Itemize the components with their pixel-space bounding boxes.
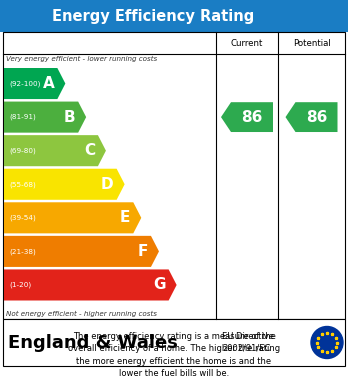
- Text: The energy efficiency rating is a measure of the
overall efficiency of a home. T: The energy efficiency rating is a measur…: [68, 332, 280, 378]
- Polygon shape: [4, 236, 159, 267]
- Polygon shape: [285, 102, 338, 132]
- Polygon shape: [4, 68, 65, 99]
- Circle shape: [311, 326, 343, 359]
- Polygon shape: [4, 102, 86, 133]
- Text: E: E: [120, 210, 130, 225]
- Text: (92-100): (92-100): [9, 80, 40, 87]
- Text: G: G: [153, 278, 166, 292]
- Text: Not energy efficient - higher running costs: Not energy efficient - higher running co…: [6, 311, 157, 317]
- Text: A: A: [42, 76, 54, 91]
- Text: B: B: [64, 109, 75, 125]
- Polygon shape: [221, 102, 273, 132]
- Text: Very energy efficient - lower running costs: Very energy efficient - lower running co…: [6, 56, 157, 62]
- Text: England & Wales: England & Wales: [8, 334, 178, 352]
- Polygon shape: [4, 169, 125, 200]
- Text: (69-80): (69-80): [9, 147, 36, 154]
- Text: (81-91): (81-91): [9, 114, 36, 120]
- Text: Energy Efficiency Rating: Energy Efficiency Rating: [52, 9, 254, 23]
- Text: D: D: [101, 177, 114, 192]
- Text: (1-20): (1-20): [9, 282, 31, 288]
- Text: Potential: Potential: [293, 38, 330, 47]
- Polygon shape: [4, 269, 177, 301]
- Text: 86: 86: [241, 109, 263, 125]
- Bar: [3, 319, 345, 366]
- Text: F: F: [137, 244, 148, 259]
- Text: Current: Current: [231, 38, 263, 47]
- Text: C: C: [84, 143, 95, 158]
- Bar: [3, 32, 345, 319]
- Text: 86: 86: [306, 109, 327, 125]
- Text: EU Directive
2002/91/EC: EU Directive 2002/91/EC: [222, 332, 274, 353]
- Bar: [0, 0, 348, 32]
- Text: (39-54): (39-54): [9, 215, 36, 221]
- Polygon shape: [4, 202, 141, 233]
- Text: (55-68): (55-68): [9, 181, 36, 188]
- Text: (21-38): (21-38): [9, 248, 36, 255]
- Polygon shape: [4, 135, 106, 166]
